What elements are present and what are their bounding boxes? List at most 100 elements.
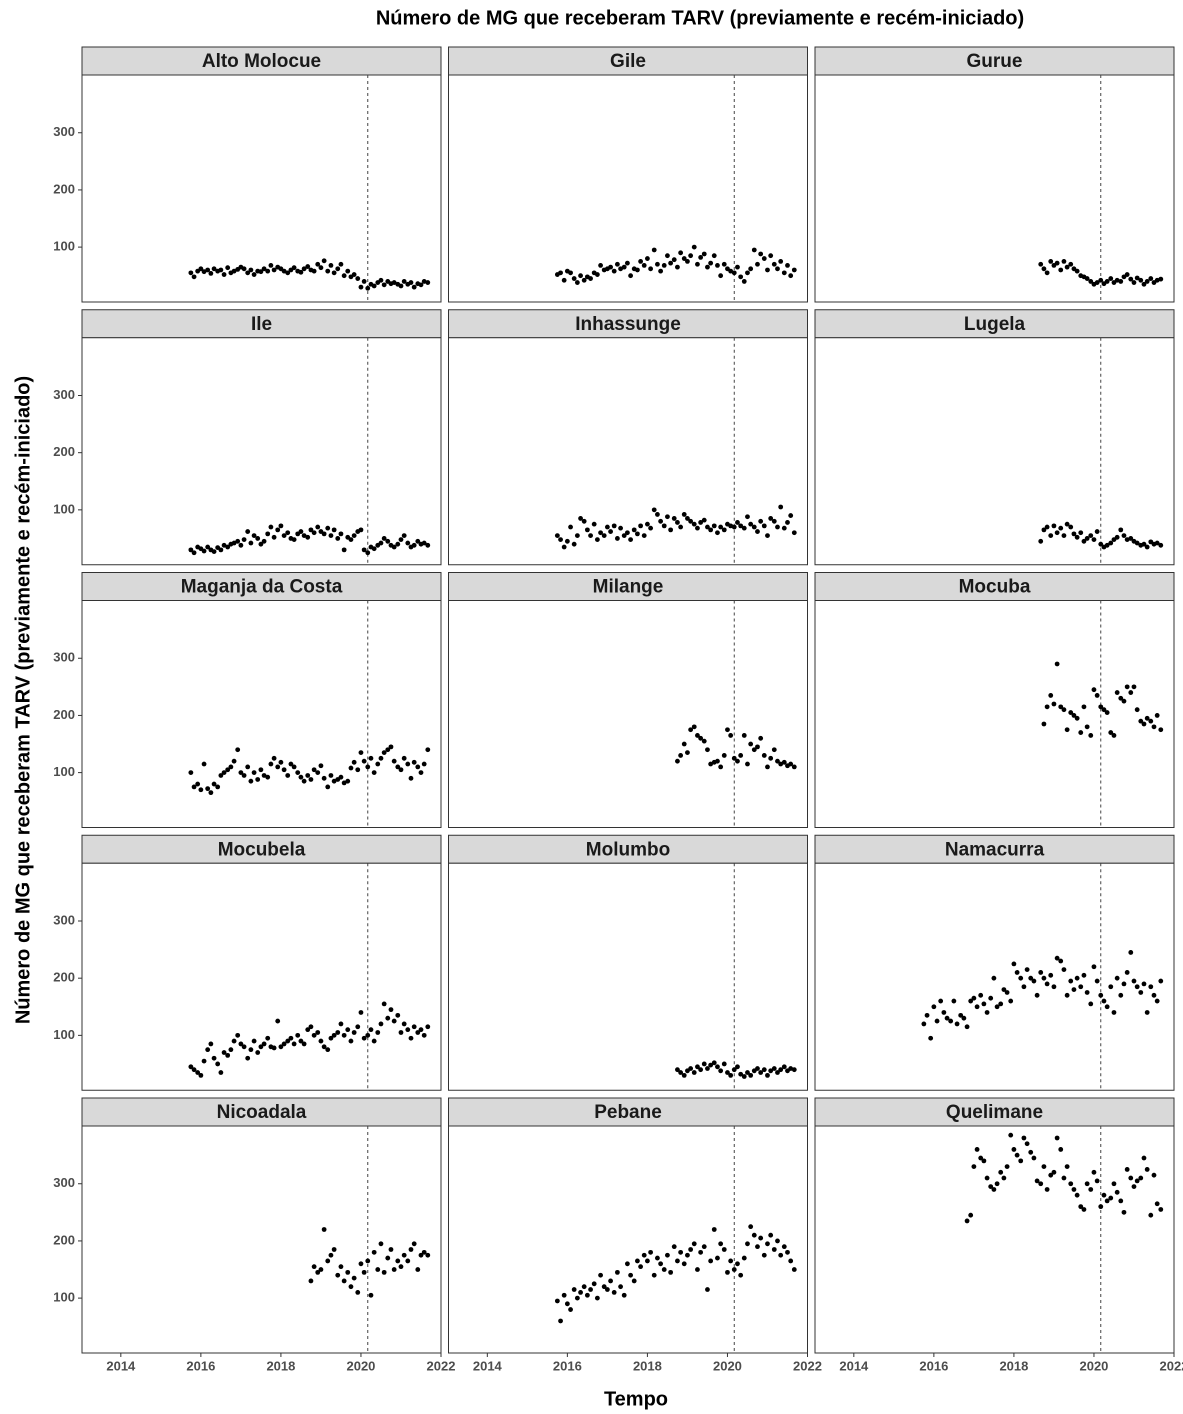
point — [745, 514, 750, 520]
point — [708, 1062, 714, 1068]
point — [691, 1241, 697, 1247]
point — [1108, 984, 1114, 990]
point — [408, 280, 414, 285]
point — [638, 523, 644, 529]
point — [285, 530, 291, 536]
point — [941, 1010, 947, 1015]
point — [641, 1252, 647, 1258]
point — [1064, 1164, 1070, 1169]
point — [331, 1247, 337, 1252]
point — [725, 1070, 730, 1075]
point — [561, 544, 567, 550]
point — [258, 1044, 264, 1050]
point — [348, 537, 354, 542]
point — [358, 284, 364, 290]
x-tick-label: 2014 — [473, 1358, 503, 1373]
point — [668, 527, 674, 533]
point — [1138, 718, 1144, 724]
panel — [448, 337, 808, 566]
point — [208, 790, 214, 796]
point — [365, 764, 371, 770]
point — [241, 1044, 247, 1050]
point — [705, 524, 710, 530]
point — [341, 547, 347, 553]
point — [728, 1258, 734, 1264]
point — [561, 277, 567, 283]
point — [1104, 1198, 1110, 1204]
point — [1044, 704, 1050, 710]
point — [1054, 661, 1060, 667]
point — [621, 1292, 627, 1298]
point — [1014, 1152, 1020, 1158]
point — [675, 264, 680, 270]
point — [1064, 264, 1070, 270]
point — [411, 542, 417, 548]
point — [315, 261, 321, 267]
point — [691, 724, 697, 730]
point — [341, 273, 347, 279]
point — [1128, 950, 1134, 955]
point — [651, 507, 657, 513]
point — [348, 1284, 354, 1290]
point — [308, 777, 314, 782]
point — [1051, 701, 1057, 707]
point — [624, 530, 630, 536]
point — [401, 755, 407, 761]
point — [1154, 540, 1160, 546]
point — [355, 767, 361, 773]
point — [948, 1018, 954, 1024]
strip-label: Maganja da Costa — [181, 577, 343, 598]
point — [921, 1021, 927, 1027]
point — [1134, 275, 1140, 281]
point — [381, 1001, 387, 1007]
point — [341, 1278, 347, 1284]
point — [1121, 981, 1127, 987]
point — [635, 531, 640, 537]
point — [1121, 1209, 1127, 1215]
panel — [448, 862, 808, 1091]
point — [361, 1269, 367, 1275]
x-tick-label: 2020 — [1079, 1358, 1108, 1373]
point — [245, 270, 251, 276]
point — [378, 277, 384, 283]
point — [588, 276, 593, 281]
point — [1108, 730, 1114, 735]
point — [578, 516, 583, 521]
point — [651, 247, 657, 253]
point — [401, 279, 407, 284]
point — [208, 271, 214, 276]
point — [614, 261, 620, 267]
point — [1098, 1204, 1104, 1210]
point — [685, 259, 690, 264]
point — [275, 527, 281, 533]
point — [601, 1284, 607, 1290]
point — [781, 270, 787, 276]
x-tick-label: 2016 — [186, 1358, 215, 1373]
point — [681, 256, 687, 261]
point — [191, 1067, 197, 1073]
point — [205, 1047, 211, 1053]
point — [588, 533, 593, 538]
point — [1034, 992, 1040, 998]
point — [778, 1067, 784, 1073]
point — [411, 1241, 417, 1247]
point — [351, 1275, 357, 1281]
point — [964, 1024, 970, 1030]
point — [191, 274, 197, 280]
point — [418, 282, 424, 288]
point — [984, 1010, 990, 1015]
point — [621, 264, 627, 270]
point — [658, 268, 664, 274]
point — [1071, 1187, 1077, 1192]
strip — [814, 572, 1175, 601]
point — [618, 1284, 623, 1290]
point — [1031, 1155, 1037, 1161]
point — [1134, 984, 1140, 990]
point — [988, 995, 994, 1001]
point — [385, 1015, 391, 1021]
x-tick-label: 2020 — [346, 1358, 375, 1373]
point — [238, 542, 244, 548]
point — [1114, 534, 1120, 540]
point — [338, 1021, 344, 1027]
point — [1098, 992, 1104, 998]
